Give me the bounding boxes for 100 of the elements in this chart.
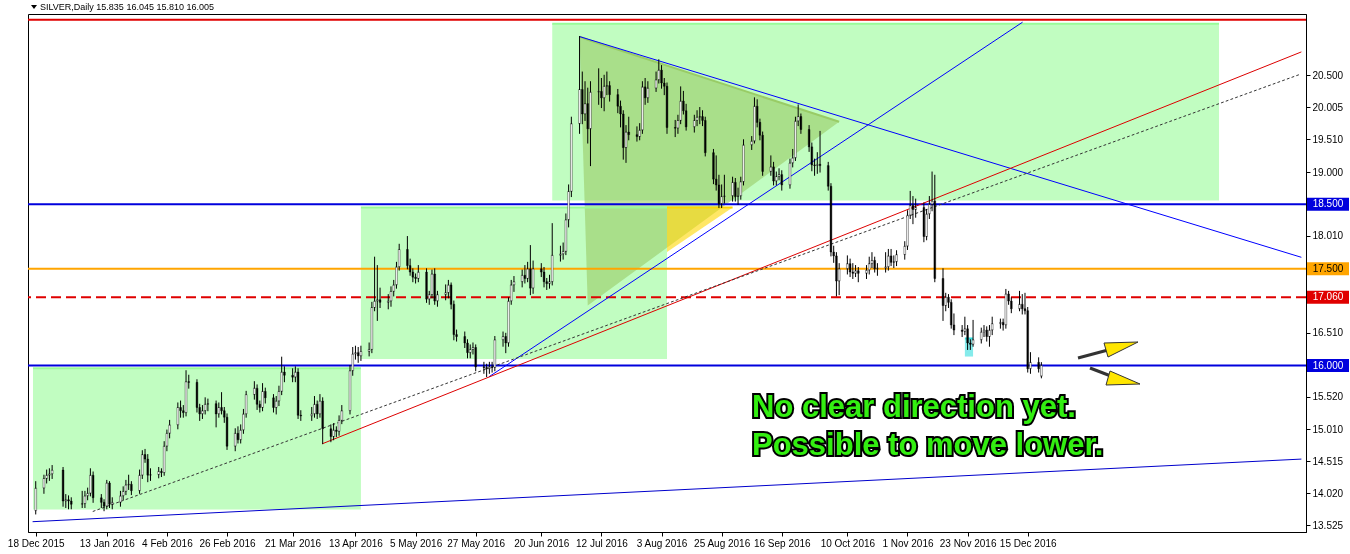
candlestick <box>214 400 218 428</box>
ref-line-label: 16.000 <box>1312 359 1344 371</box>
candlestick <box>51 465 54 479</box>
candlestick <box>641 81 644 134</box>
x-tick-label: 21 Mar 2016 <box>265 537 322 549</box>
candlestick <box>589 81 592 167</box>
y-tick-label: 15.010 <box>1312 423 1344 435</box>
y-tick-label: 16.510 <box>1312 327 1344 339</box>
candlestick <box>157 466 160 479</box>
ref-line-label: 18.500 <box>1312 198 1344 210</box>
candlestick <box>291 368 294 383</box>
candlestick <box>124 479 128 496</box>
candlestick <box>310 407 313 421</box>
candlestick <box>848 258 852 278</box>
candlestick <box>723 174 726 204</box>
candlestick <box>81 490 84 508</box>
candlestick <box>61 466 65 507</box>
candlestick <box>34 481 37 515</box>
candlestick <box>433 268 436 305</box>
candlestick <box>1018 290 1021 312</box>
candlestick <box>665 82 669 134</box>
candlestick <box>551 223 554 286</box>
candlestick <box>201 405 204 419</box>
candlestick <box>1010 297 1013 314</box>
candlestick <box>616 88 619 114</box>
candlestick <box>329 424 332 443</box>
candlestick <box>540 263 543 278</box>
candlestick <box>780 170 783 191</box>
ref-line-label: 17.500 <box>1312 262 1344 274</box>
candlestick <box>176 402 179 430</box>
x-tick-label: 15 Dec 2016 <box>999 537 1058 549</box>
x-tick-label: 3 Aug 2016 <box>636 537 688 549</box>
x-tick-label: 12 Jul 2016 <box>576 537 629 549</box>
x-tick-label: 25 Aug 2016 <box>694 537 751 549</box>
candlestick <box>463 331 466 349</box>
candlestick <box>313 396 316 418</box>
candlestick <box>488 361 491 374</box>
candlestick <box>868 256 871 275</box>
candlestick <box>204 397 207 415</box>
candlestick <box>482 361 486 374</box>
y-tick-label: 20.500 <box>1312 69 1344 81</box>
candlestick <box>321 397 324 445</box>
candlestick <box>206 398 209 412</box>
chart-title: SILVER,Daily 15.835 16.045 15.810 16.005 <box>40 2 214 12</box>
candlestick <box>108 482 111 508</box>
candlestick <box>933 174 936 283</box>
candlestick <box>597 68 600 105</box>
candlestick <box>854 265 857 278</box>
x-tick-label: 26 Feb 2016 <box>199 537 257 549</box>
candlestick <box>89 468 92 497</box>
candlestick <box>444 284 447 301</box>
candlestick <box>559 245 562 262</box>
candlestick <box>794 116 797 161</box>
x-tick-label: 27 May 2016 <box>447 537 506 549</box>
candlestick <box>712 148 715 185</box>
y-tick-label: 19.510 <box>1312 133 1344 145</box>
candlestick <box>220 392 223 415</box>
candlestick <box>48 468 51 481</box>
candlestick <box>466 339 469 359</box>
x-tick-label: 1 Nov 2016 <box>882 537 934 549</box>
x-tick-label: 23 Nov 2016 <box>939 537 997 549</box>
candlestick <box>950 299 953 329</box>
candlestick <box>387 294 390 310</box>
candlestick <box>523 265 526 284</box>
candlestick <box>83 490 87 508</box>
candlestick <box>261 383 264 412</box>
candlestick <box>67 495 70 510</box>
candlestick <box>971 319 975 347</box>
candlestick <box>529 245 532 296</box>
candlestick <box>887 248 890 271</box>
candlestick <box>999 318 1002 329</box>
candlestick <box>980 327 983 344</box>
candlestick <box>1021 294 1024 315</box>
y-tick-label: 20.005 <box>1312 101 1344 113</box>
x-tick-label: 10 Oct 2016 <box>820 537 876 549</box>
candlestick <box>693 114 696 133</box>
candlestick <box>411 268 414 283</box>
candlestick <box>704 116 707 157</box>
candlestick <box>485 363 488 378</box>
candlestick <box>698 107 701 125</box>
candlestick <box>941 268 945 321</box>
candlestick <box>255 384 259 410</box>
candlestick <box>925 208 928 241</box>
candlestick <box>988 325 991 347</box>
candlestick <box>857 267 860 283</box>
candlestick <box>332 423 335 441</box>
candlestick <box>753 97 756 144</box>
candlestick <box>417 265 420 283</box>
candlestick <box>406 236 409 270</box>
candlestick <box>635 126 639 142</box>
x-tick-label: 18 Dec 2015 <box>7 537 66 549</box>
candlestick <box>846 255 849 275</box>
annotation: Possible to move lower. <box>752 427 1104 462</box>
candlestick <box>105 479 108 510</box>
candlestick <box>922 202 925 243</box>
x-tick-label: 13 Jan 2016 <box>79 537 136 549</box>
candlestick <box>674 119 677 138</box>
candlestick <box>119 490 122 507</box>
candlestick <box>425 268 428 303</box>
candlestick <box>876 263 879 276</box>
